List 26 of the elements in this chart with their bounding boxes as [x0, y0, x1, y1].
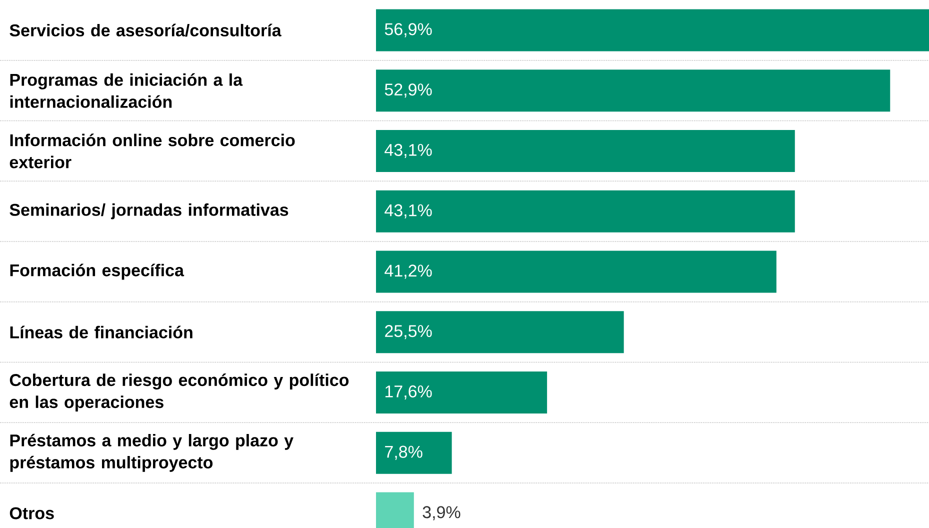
- data-label: 43,1%: [384, 204, 432, 218]
- y-tick-label: Programas de iniciación a la internacionalización: [10, 73, 243, 108]
- bar: [376, 9, 929, 52]
- bar: [376, 371, 548, 414]
- data-label: 3,9%: [422, 506, 460, 520]
- bar: [376, 130, 795, 172]
- y-tick-label: Información online sobre comercio exterior: [10, 134, 295, 168]
- bar: [376, 432, 452, 474]
- bar: [376, 250, 776, 293]
- y-tick-label: Seminarios/ jornadas informativas: [10, 203, 288, 220]
- bar: [376, 311, 624, 354]
- y-tick-label: Servicios de asesoría/consultoría: [10, 24, 282, 37]
- y-tick-label: Otros: [10, 507, 54, 520]
- data-label: 17,6%: [385, 385, 432, 400]
- data-label: 56,9%: [384, 23, 432, 38]
- y-tick-label: Líneas de financiación: [10, 326, 192, 338]
- y-tick-label: Préstamos a medio y largo plazo y préstamos multiproyecto: [10, 434, 294, 472]
- data-label: 25,5%: [385, 325, 432, 340]
- data-label: 7,8%: [385, 446, 422, 460]
- data-label: 43,1%: [384, 144, 432, 158]
- bar: [376, 70, 890, 112]
- bar: [376, 190, 795, 232]
- y-tick-label: Formación específica: [10, 264, 184, 280]
- y-tick-label: Cobertura de riesgo económico y político en las operaciones: [10, 373, 349, 412]
- data-label: 41,2%: [384, 264, 432, 279]
- data-label: 52,9%: [384, 84, 432, 98]
